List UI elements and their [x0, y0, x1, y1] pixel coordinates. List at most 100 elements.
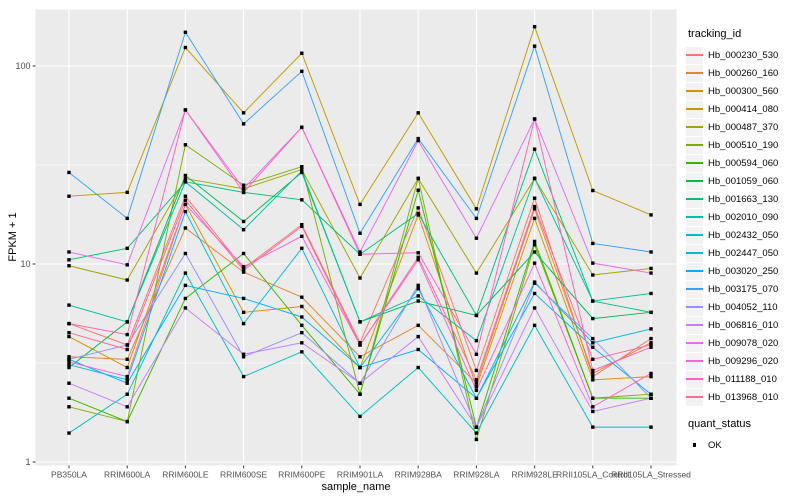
data-point — [125, 343, 129, 347]
legend-entry: Hb_009078_020 — [686, 334, 800, 352]
data-point — [416, 334, 420, 339]
data-point — [532, 323, 537, 328]
data-point — [649, 250, 653, 254]
data-point — [67, 363, 71, 367]
x-tick-label: RRIM600SE — [220, 470, 268, 480]
legend-key-line-icon — [686, 136, 703, 154]
data-point — [591, 345, 595, 349]
data-point — [183, 209, 188, 214]
data-point — [67, 360, 71, 364]
legend-entry-label: Hb_002010_090 — [708, 211, 779, 223]
data-point — [532, 44, 537, 48]
data-point — [125, 381, 129, 385]
legend-entry-label: Hb_000510_190 — [708, 139, 779, 151]
legend-line-swatch — [686, 72, 703, 74]
legend-line-swatch — [686, 198, 703, 200]
data-point — [241, 374, 246, 379]
data-point — [183, 143, 188, 147]
legend-key-line-icon — [686, 154, 703, 172]
legend-line-swatch — [686, 288, 703, 290]
data-point — [649, 374, 653, 379]
data-point — [241, 190, 246, 195]
data-point — [416, 347, 420, 352]
data-point — [300, 330, 304, 335]
data-point — [416, 365, 420, 370]
data-point — [241, 268, 246, 272]
data-point — [125, 216, 129, 221]
data-point — [416, 323, 420, 328]
legend-line-swatch — [686, 108, 703, 110]
data-point — [649, 392, 653, 396]
data-point — [591, 396, 595, 400]
x-tick-label: RRIM600PE — [278, 470, 326, 480]
data-point — [474, 425, 479, 429]
legend-entry-label: Hb_002432_050 — [708, 229, 779, 241]
legend-key-line-icon — [686, 208, 703, 226]
data-point — [474, 216, 479, 221]
data-point — [241, 219, 246, 224]
legend-key-square-icon — [686, 437, 703, 454]
legend-entry-label: Hb_009296_020 — [708, 355, 779, 367]
x-tick-label: PB350LA — [51, 470, 87, 480]
data-point — [474, 396, 479, 400]
data-point — [67, 357, 71, 362]
legend-line-swatch — [686, 378, 703, 380]
data-point — [649, 336, 653, 341]
data-point — [474, 207, 479, 211]
data-point — [532, 216, 537, 221]
data-point — [125, 365, 129, 370]
data-point — [532, 306, 537, 310]
legend-entry-label: Hb_009078_020 — [708, 337, 779, 349]
data-point — [416, 176, 420, 180]
data-point — [300, 304, 304, 309]
data-point — [649, 213, 653, 217]
data-point — [416, 111, 420, 115]
legend-line-swatch — [686, 54, 703, 56]
legend-key-line-icon — [686, 226, 703, 244]
data-point — [67, 321, 71, 326]
legend-key-line-icon — [686, 64, 703, 82]
data-point — [474, 236, 479, 240]
data-point — [474, 378, 479, 382]
data-point — [591, 316, 595, 321]
data-point — [474, 271, 479, 275]
x-tick-label: RRIM600LA — [104, 470, 151, 480]
data-point — [649, 396, 653, 400]
quant-legend-entry: OK — [686, 436, 800, 454]
legend-entry-label: Hb_003175_070 — [708, 283, 779, 295]
data-point — [532, 207, 537, 211]
data-point — [300, 69, 304, 74]
legend-key-line-icon — [686, 190, 703, 208]
data-point — [358, 365, 362, 370]
data-point — [649, 271, 653, 275]
data-point — [67, 194, 71, 198]
data-point — [416, 255, 420, 260]
legend-entry-label: Hb_000487_370 — [708, 121, 779, 133]
data-point — [416, 206, 420, 210]
data-point — [125, 378, 129, 382]
data-point — [241, 111, 246, 115]
legend-entry: Hb_000260_160 — [686, 64, 800, 82]
legend-key-line-icon — [686, 46, 703, 64]
data-point — [183, 45, 188, 50]
legend: tracking_id Hb_000230_530 Hb_000260_160 Hb… — [686, 28, 800, 454]
legend-entry: Hb_003175_070 — [686, 280, 800, 298]
data-point — [358, 414, 362, 419]
legend-entry: Hb_002010_090 — [686, 208, 800, 226]
data-point — [358, 355, 362, 359]
data-point — [183, 283, 188, 288]
data-point — [183, 306, 188, 310]
data-point — [67, 396, 71, 400]
data-point — [241, 296, 246, 301]
data-point — [183, 198, 188, 202]
data-point — [125, 320, 129, 324]
legend-line-swatch — [686, 126, 703, 128]
data-point — [67, 431, 71, 435]
data-point — [591, 299, 595, 303]
data-point — [241, 183, 246, 187]
data-point — [241, 228, 246, 232]
data-point — [532, 243, 537, 247]
legend-entry-label: Hb_004052_110 — [708, 301, 778, 313]
data-point — [67, 170, 71, 175]
